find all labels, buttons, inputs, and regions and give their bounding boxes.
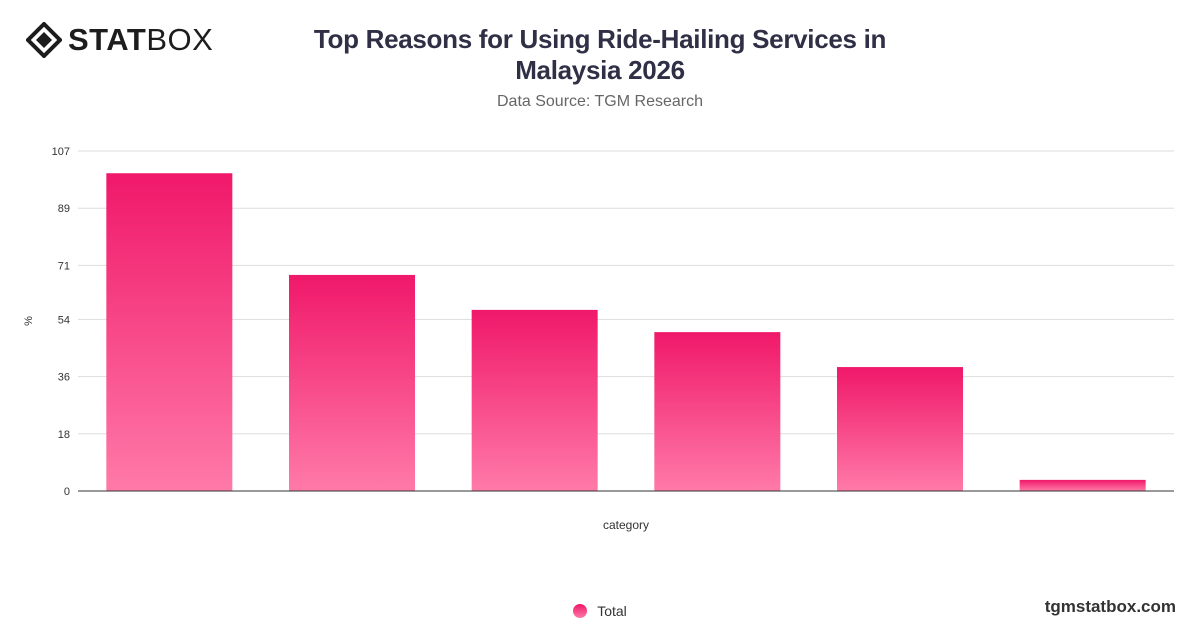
bar-6[interactable] <box>1019 479 1146 491</box>
bar-2[interactable] <box>289 274 415 491</box>
chart-title-line-1: Top Reasons for Using Ride-Hailing Servi… <box>313 24 887 54</box>
bar-1[interactable] <box>106 173 233 492</box>
logo-wordmark: STATBOX <box>68 22 214 57</box>
chart-title: Top Reasons for Using Ride-Hailing Servi… <box>300 24 900 86</box>
statbox-logo: STATBOX <box>26 22 213 58</box>
y-axis-title: % <box>23 316 35 326</box>
bar-3[interactable] <box>471 309 598 491</box>
y-tick-label: 0 <box>64 486 70 498</box>
bar-5[interactable] <box>837 367 963 491</box>
bars <box>106 173 1146 492</box>
y-tick-label: 18 <box>58 429 70 441</box>
grid-lines <box>78 150 1174 435</box>
chart-subtitle: Data Source: TGM Research <box>496 93 703 110</box>
legend[interactable]: Total <box>0 600 1200 622</box>
footer-url: tgmstatbox.com <box>1044 597 1176 616</box>
y-tick-label: 54 <box>58 314 70 326</box>
y-axis-ticks: 0 18 36 54 71 89 107 <box>52 146 70 498</box>
x-axis-title: category <box>603 518 649 532</box>
y-tick-label: 36 <box>58 372 70 384</box>
y-tick-label: 107 <box>52 146 70 158</box>
legend-label-total: Total <box>597 603 627 619</box>
y-tick-label: 71 <box>58 260 70 272</box>
y-tick-label: 89 <box>58 203 70 215</box>
chart-title-line-2: Malaysia 2026 <box>515 55 685 85</box>
bar-chart: 0 18 36 54 71 89 107 % category <box>23 146 1174 532</box>
bar-4[interactable] <box>654 332 781 491</box>
legend-swatch-total <box>573 604 588 618</box>
statbox-logo-icon <box>26 22 62 58</box>
